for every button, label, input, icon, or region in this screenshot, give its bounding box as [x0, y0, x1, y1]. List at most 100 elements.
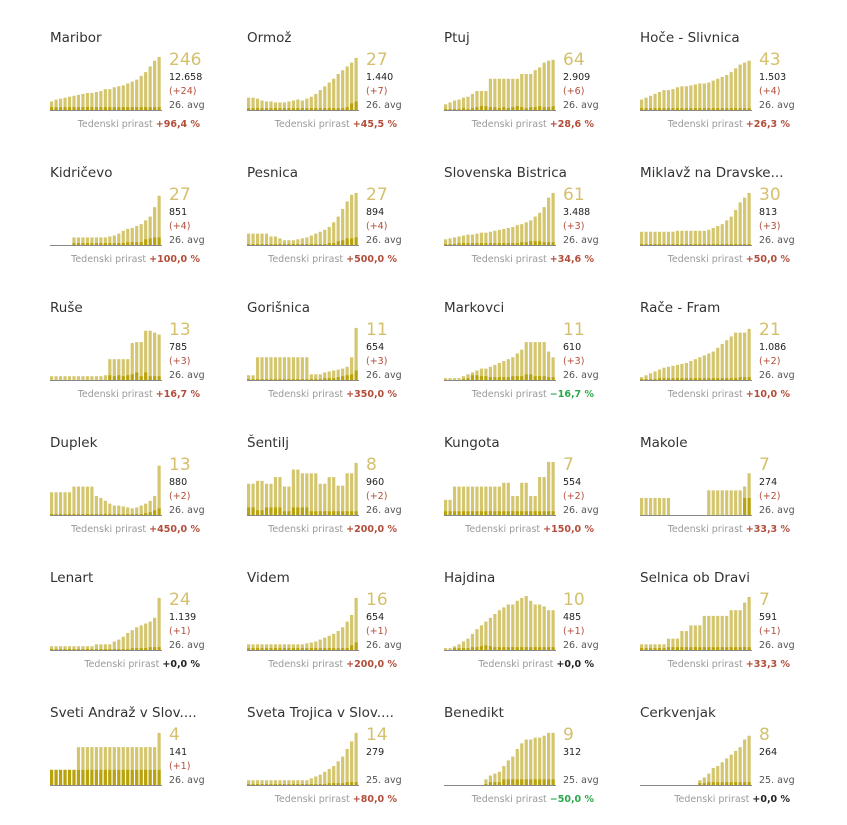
- bar-new: [466, 243, 470, 245]
- bar-new: [103, 243, 107, 245]
- bar-total: [108, 89, 112, 110]
- bar-total: [689, 625, 693, 650]
- bar-total: [291, 644, 295, 650]
- daily-delta: (+3): [563, 356, 585, 367]
- bar-total: [640, 644, 644, 650]
- bar-new: [542, 511, 546, 515]
- bar-new: [260, 379, 264, 380]
- date-label: 26. avg: [759, 505, 795, 516]
- bar-new: [707, 782, 711, 785]
- bar-new: [502, 511, 506, 515]
- weekly-growth: Tedenski prirast +26,3 %: [668, 119, 790, 130]
- bar-new: [657, 648, 662, 650]
- bar-new: [653, 379, 657, 380]
- bar-total: [269, 780, 273, 785]
- bar-total: [300, 100, 304, 110]
- bar-new: [729, 378, 733, 380]
- bar-total: [657, 644, 662, 650]
- bar-new: [336, 108, 340, 110]
- bar-total: [327, 227, 331, 245]
- bar-new: [157, 107, 161, 110]
- bar-new: [734, 647, 738, 650]
- bar-new: [716, 782, 720, 785]
- cumulative-value: 3.488: [563, 207, 591, 218]
- bar-new: [121, 243, 125, 245]
- bar-new: [729, 782, 733, 785]
- bar-new: [538, 647, 542, 650]
- bar-new: [720, 378, 724, 380]
- bar-new: [529, 107, 533, 110]
- bar-new: [640, 379, 644, 380]
- bar-total: [305, 473, 309, 515]
- bar-total: [693, 84, 697, 110]
- bar-new: [300, 507, 304, 515]
- bar-total: [269, 357, 273, 380]
- bar-new: [144, 648, 148, 650]
- bar-total: [112, 235, 116, 245]
- bar-chart: [247, 327, 359, 381]
- bar-total: [108, 747, 112, 785]
- bar-new: [457, 243, 461, 245]
- bar-total: [529, 496, 533, 515]
- bar-new: [484, 376, 488, 380]
- bar-total: [76, 747, 81, 785]
- bar-total: [354, 192, 358, 245]
- bar-total: [332, 477, 336, 515]
- bar-new: [296, 507, 300, 515]
- bar-total: [511, 496, 515, 515]
- bar-total: [251, 644, 255, 650]
- bar-total: [260, 357, 264, 380]
- bar-total: [255, 644, 260, 650]
- bar-total: [653, 371, 657, 380]
- card-title: Maribor: [50, 30, 102, 46]
- bar-new: [702, 108, 706, 110]
- bar-new: [689, 108, 693, 110]
- municipality-card: Lenart 24 1.139 (+1) 26. avg Tedenski prirast…: [50, 570, 230, 690]
- card-title: Ptuj: [444, 30, 470, 46]
- bar-total: [747, 473, 751, 515]
- bar-total: [644, 644, 648, 650]
- growth-value: +100,0 %: [149, 254, 200, 265]
- bar-total: [126, 83, 130, 110]
- bar-total: [707, 229, 711, 245]
- bar-total: [680, 86, 684, 110]
- bar-total: [538, 737, 542, 785]
- bar-total: [515, 600, 519, 650]
- bar-total: [314, 473, 318, 515]
- bar-new: [729, 647, 733, 650]
- bar-chart: [50, 330, 162, 381]
- bar-new: [90, 514, 94, 515]
- bar-total: [309, 374, 313, 380]
- bar-new: [547, 779, 551, 785]
- bar-total: [743, 739, 747, 785]
- weekly-growth: Tedenski prirast +10,0 %: [668, 389, 790, 400]
- bar-new: [90, 107, 94, 110]
- bar-total: [72, 95, 76, 110]
- bar-total: [466, 486, 470, 515]
- bar-total: [247, 375, 251, 380]
- bar-total: [511, 78, 515, 110]
- bar-total: [135, 747, 139, 785]
- bar-new: [533, 376, 537, 380]
- bar-new: [662, 648, 666, 650]
- bar-chart: [640, 596, 752, 651]
- growth-value: +0,0 %: [162, 659, 200, 670]
- bar-total: [99, 497, 103, 515]
- weekly-growth: Tedenski prirast +0,0 %: [674, 794, 790, 805]
- bar-new: [345, 511, 349, 515]
- bar-total: [747, 60, 751, 110]
- bar-new: [99, 107, 103, 110]
- bar-new: [63, 769, 67, 785]
- weekly-growth: Tedenski prirast +80,0 %: [275, 794, 397, 805]
- bar-new: [640, 108, 644, 110]
- bar-new: [126, 375, 130, 380]
- bar-new: [85, 514, 90, 515]
- growth-label: Tedenski prirast: [77, 119, 153, 130]
- bar-total: [497, 78, 501, 110]
- cumulative-value: 785: [169, 342, 188, 353]
- bar-total: [112, 359, 116, 380]
- bar-total: [657, 497, 662, 515]
- bar-total: [720, 615, 724, 650]
- bar-new: [538, 241, 542, 245]
- bar-new: [711, 244, 715, 245]
